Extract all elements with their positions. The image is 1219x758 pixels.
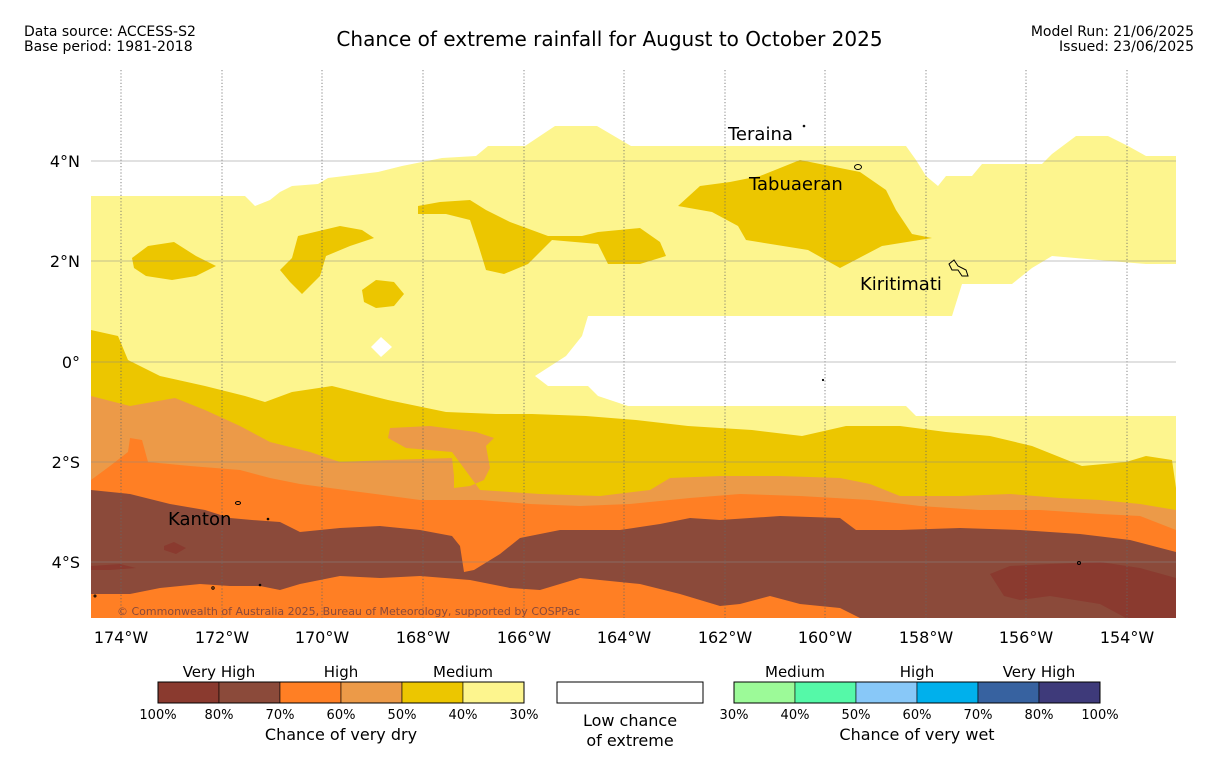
dry-40-50-blob [678,160,932,268]
legend-wet-tick: 30% [720,708,749,723]
legend-wet-swatch [855,681,918,704]
legend-wet-caption: Chance of very wet [839,725,994,744]
lon-label: 174°W [94,628,149,647]
lon-label: 168°W [396,628,451,647]
map-field [91,70,1176,618]
place-label-tabuaeran: Tabuaeran [748,174,843,195]
lat-label: 4°S [52,553,80,572]
dry-40-50-blob [362,280,404,308]
legend-low-line2: of extreme [586,731,673,750]
legend-dry-tick: 70% [266,708,295,723]
legend-dry: Very High High Medium 100% 80% 70% 60% 5… [139,663,538,744]
legend-dry-swatch [157,681,220,704]
legend-wet-tick: 60% [903,708,932,723]
legend-wet-category: Very High [1003,663,1076,681]
data-source: Data source: ACCESS-S2 [24,24,196,40]
legend-dry-frame [157,681,525,704]
legend-wet-tick: 100% [1081,708,1118,723]
legend-dry-tick: 30% [510,708,539,723]
lon-label: 154°W [1100,628,1155,647]
legend-dry-category: Very High [183,663,256,681]
legend-wet-tick: 70% [964,708,993,723]
lat-label: 0° [62,353,80,372]
header-right: Model Run: 21/06/2025 Issued: 23/06/2025 [1031,25,1194,55]
place-label-kanton: Kanton [168,509,231,530]
lat-labels: 4°N 2°N 0° 2°S 4°S [50,152,80,572]
legend-dry-tick: 60% [327,708,356,723]
legend-wet-tick: 80% [1025,708,1054,723]
lon-label: 166°W [497,628,552,647]
lon-label: 170°W [295,628,350,647]
lon-label: 158°W [899,628,954,647]
legend-dry-tick: 100% [139,708,176,723]
legend-dry-category: Medium [433,663,493,681]
lon-label: 160°W [798,628,853,647]
lon-labels: 174°W 172°W 170°W 168°W 166°W 164°W 162°… [94,628,1155,647]
low-chance-patch [371,337,392,357]
legend-dry-swatch [401,681,464,704]
legend-wet-tick: 50% [842,708,871,723]
legend-dry-tick: 80% [205,708,234,723]
legend-wet-frame [733,681,1101,704]
dry-80-100-blob [164,542,186,554]
island-outlines [93,124,1081,598]
legend-dry-tick: 40% [449,708,478,723]
lon-label: 164°W [597,628,652,647]
legend-low-swatch [556,681,704,704]
dry-40-50-blob [418,200,666,274]
header-left: Data source: ACCESS-S2 Base period: 1981… [24,25,196,55]
legend-wet-swatch [733,681,796,704]
lon-label: 172°W [195,628,250,647]
legend-wet-swatch [794,681,857,704]
legend-low-line1: Low chance [583,711,677,730]
lon-label: 156°W [999,628,1054,647]
legend-dry-tick: 50% [388,708,417,723]
lat-gridlines [91,160,1176,563]
lat-label: 4°N [50,152,80,171]
place-label-teraina: Teraina [727,124,793,145]
legend-wet-swatches [733,681,1101,704]
page-title: Chance of extreme rainfall for August to… [336,27,883,51]
legend-wet-category: Medium [765,663,825,681]
legend-dry-swatches [157,681,525,704]
legend-dry-swatch [218,681,281,704]
legend-wet-swatch [1038,681,1101,704]
legend-dry-category: High [324,663,358,681]
dry-80-100-blob [91,564,136,570]
legend-dry-caption: Chance of very dry [265,725,417,744]
legend-wet: Medium High Very High 30% 40% 50% 60% 70… [720,663,1119,744]
dry-70-80-region [91,490,1176,618]
legend-dry-swatch [279,681,342,704]
legend-low-chance: Low chance of extreme [556,681,704,750]
dry-40-50-blob [280,226,374,294]
base-period: Base period: 1981-2018 [24,39,193,55]
legend-wet-swatch [977,681,1040,704]
issued-date: Issued: 23/06/2025 [1059,39,1194,55]
lat-label: 2°N [50,252,80,271]
legend-dry-swatch [462,681,525,704]
model-run: Model Run: 21/06/2025 [1030,24,1194,40]
legend-wet-tick: 40% [781,708,810,723]
lat-label: 2°S [52,453,80,472]
legend-wet-category: High [900,663,934,681]
dry-80-100-region [990,562,1176,618]
place-label-kiritimati: Kiritimati [860,274,942,295]
legend-wet-swatch [916,681,979,704]
legend-dry-swatch [340,681,403,704]
copyright-notice: © Commonwealth of Australia 2025, Bureau… [117,605,580,618]
lon-label: 162°W [698,628,753,647]
